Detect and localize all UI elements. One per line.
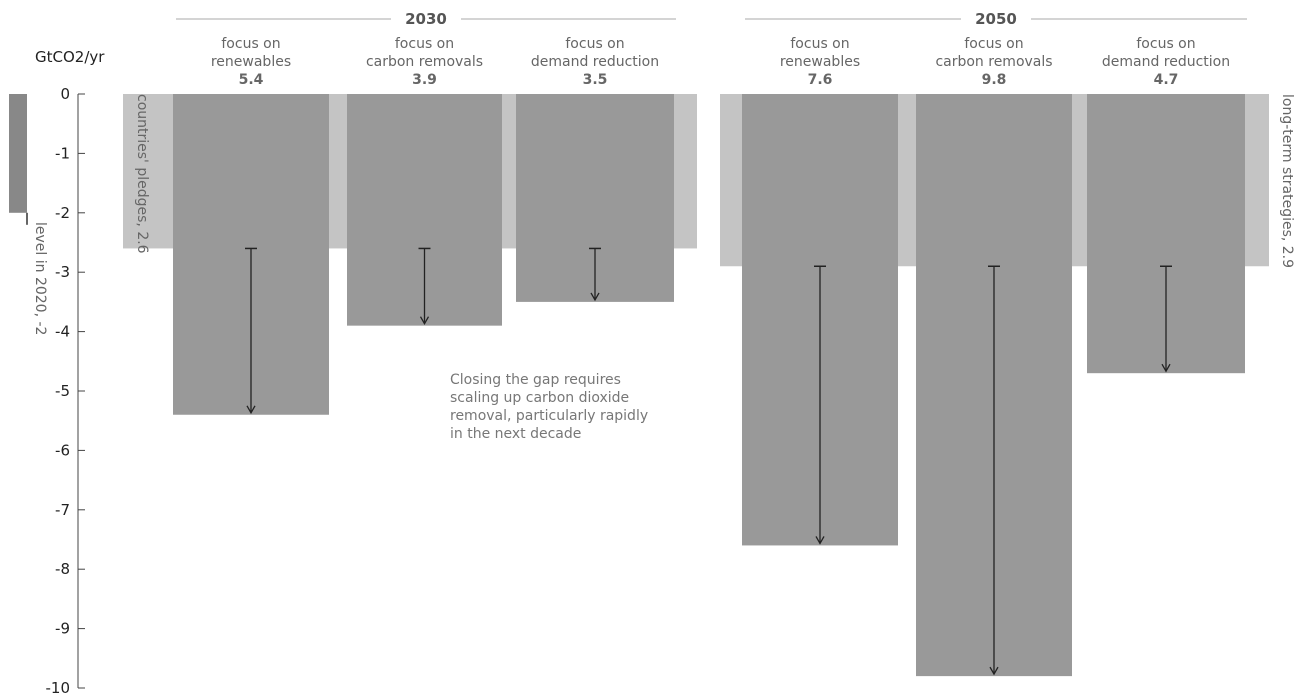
y-tick-label: -2	[55, 204, 70, 222]
gap-arrow-head	[590, 292, 600, 302]
annotation-line: Closing the gap requires	[450, 372, 621, 388]
scenario-label-line2: demand reduction	[531, 54, 659, 70]
gap-arrows	[245, 247, 1172, 676]
scenario-label-line2: renewables	[211, 54, 291, 70]
y-tick-label: -1	[55, 144, 70, 162]
y-tick-label: 0	[60, 85, 70, 103]
scenario-label-line1: focus on	[964, 36, 1023, 52]
labels: 2030 countries' pledges, 2.6 focus on renew…	[134, 10, 1295, 442]
scenario-label-line1: focus on	[790, 36, 849, 52]
y-tick-label: -4	[55, 323, 70, 341]
y-tick-label: -3	[55, 263, 70, 281]
bar-value-label: 4.7	[1154, 72, 1179, 88]
scenario-label-line1: focus on	[565, 36, 624, 52]
bar-value-label: 3.9	[412, 72, 437, 88]
y-tick-label: -7	[55, 501, 70, 519]
scenario-label-line1: focus on	[395, 36, 454, 52]
bar-value-label: 5.4	[239, 72, 264, 88]
bar-value-label: 9.8	[982, 72, 1007, 88]
reference-label: long-term strategies, 2.9	[1279, 94, 1295, 268]
unit-label: GtCO2/yr	[35, 48, 105, 66]
bar-value-label: 3.5	[583, 72, 608, 88]
reference-label: countries' pledges, 2.6	[134, 94, 150, 254]
y-tick-label: -5	[55, 382, 70, 400]
annotation-line: in the next decade	[450, 426, 581, 442]
scenario-label-line1: focus on	[221, 36, 280, 52]
scenario-label-line2: carbon removals	[935, 54, 1052, 70]
gap-arrow-head	[419, 316, 430, 325]
y-tick-label: -10	[46, 679, 71, 697]
annotation-line: removal, particularly rapidly	[450, 408, 648, 424]
annotation-line: scaling up carbon dioxide	[450, 390, 629, 406]
gap-arrow-head	[246, 405, 256, 415]
scenario-label-line2: renewables	[780, 54, 860, 70]
gap-arrow-head	[989, 666, 999, 676]
baseline-bar	[9, 94, 27, 213]
period-label: 2030	[405, 10, 447, 28]
scenario-label-line1: focus on	[1136, 36, 1195, 52]
scenario-label-line2: carbon removals	[366, 54, 483, 70]
gap-arrow-head	[1161, 363, 1171, 373]
period-label: 2050	[975, 10, 1017, 28]
baseline-label: level in 2020, -2	[32, 222, 48, 335]
y-tick-label: -9	[55, 620, 70, 638]
y-tick-label: -8	[55, 560, 70, 578]
gap-arrow-head	[815, 536, 825, 545]
y-tick-label: -6	[55, 441, 70, 459]
bar-value-label: 7.6	[808, 72, 833, 88]
y-axis: 0 -1 -2 -3 -4 -5 -6 -7 -8 -9 -10 GtCO2/yr level in 2…	[9, 48, 105, 697]
scenario-label-line2: demand reduction	[1102, 54, 1230, 70]
